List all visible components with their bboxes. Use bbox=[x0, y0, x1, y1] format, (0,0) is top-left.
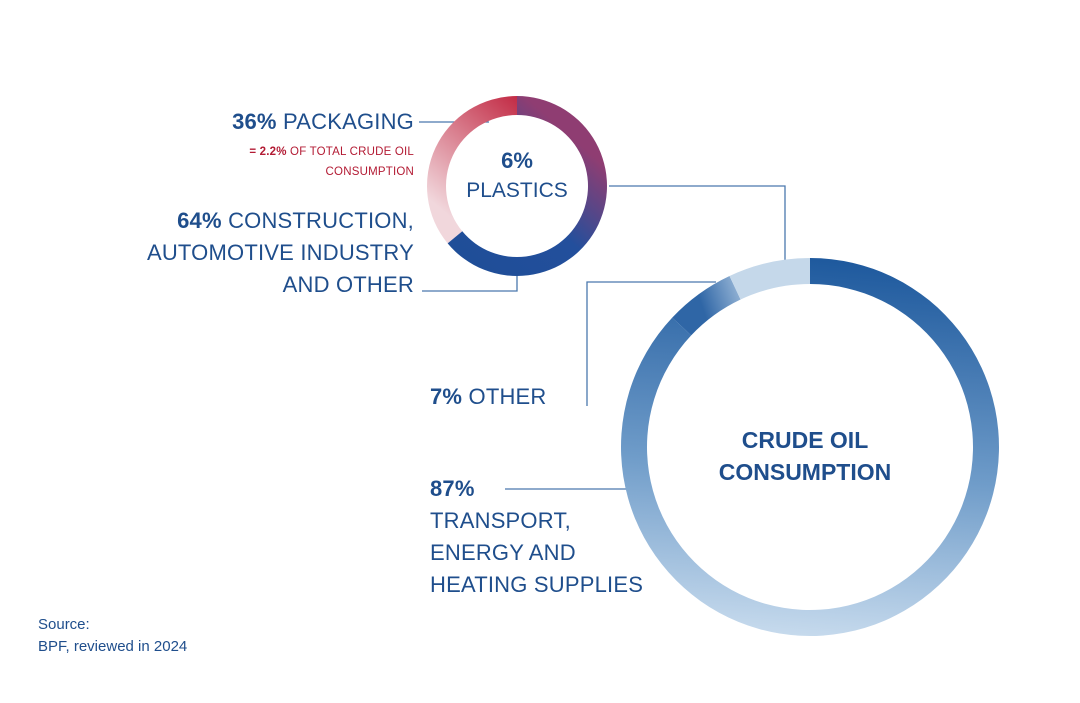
transport-line3: HEATING SUPPLIES bbox=[430, 572, 644, 597]
source-note: Source: BPF, reviewed in 2024 bbox=[38, 614, 187, 658]
connector-plastics bbox=[609, 185, 786, 262]
other-slice bbox=[729, 258, 810, 300]
construction-line1: CONSTRUCTION, bbox=[228, 208, 414, 233]
packaging-note-text: OF TOTAL CRUDE OIL bbox=[290, 146, 414, 158]
construction-line3: AND OTHER bbox=[282, 272, 414, 297]
plastics-center-label: 6% PLASTICS bbox=[452, 146, 582, 206]
packaging-label: 36% PACKAGING bbox=[232, 106, 414, 138]
crude-center-line1: CRUDE OIL bbox=[741, 427, 869, 453]
plastics-donut bbox=[427, 96, 607, 276]
source-label: Source: bbox=[38, 616, 90, 633]
source-text: BPF, reviewed in 2024 bbox=[38, 638, 188, 655]
transport-line2: ENERGY AND bbox=[430, 540, 576, 565]
transport-value: 87% bbox=[430, 476, 475, 501]
connector-construction bbox=[422, 270, 518, 292]
packaging-note-value: = 2.2% bbox=[249, 146, 287, 158]
plastics-center-text: PLASTICS bbox=[466, 179, 568, 202]
crude-center-line2: CONSUMPTION bbox=[718, 459, 892, 485]
transport-line1: TRANSPORT, bbox=[430, 508, 571, 533]
plastics-center-value: 6% bbox=[501, 148, 533, 173]
packaging-value: 36% bbox=[232, 109, 277, 134]
packaging-text: PACKAGING bbox=[283, 109, 414, 134]
plastics-slice bbox=[672, 275, 741, 336]
connector-other bbox=[586, 281, 716, 406]
packaging-note: = 2.2% OF TOTAL CRUDE OIL CONSUMPTION bbox=[249, 142, 414, 182]
transport-label: 87% TRANSPORT, ENERGY AND HEATING SUPPLI… bbox=[430, 473, 643, 601]
construction-line2: AUTOMOTIVE INDUSTRY bbox=[146, 240, 414, 265]
crude-oil-donut bbox=[620, 258, 999, 636]
packaging-slice bbox=[427, 96, 517, 244]
construction-value: 64% bbox=[177, 208, 222, 233]
other-label: 7% OTHER bbox=[430, 381, 547, 413]
crude-oil-center-label: CRUDE OIL CONSUMPTION bbox=[680, 424, 930, 488]
packaging-note-text2: CONSUMPTION bbox=[325, 166, 414, 178]
construction-label: 64% CONSTRUCTION, AUTOMOTIVE INDUSTRY AN… bbox=[147, 205, 414, 301]
construction-slice bbox=[447, 96, 607, 276]
other-value: 7% bbox=[430, 384, 463, 409]
other-text: OTHER bbox=[468, 384, 547, 409]
